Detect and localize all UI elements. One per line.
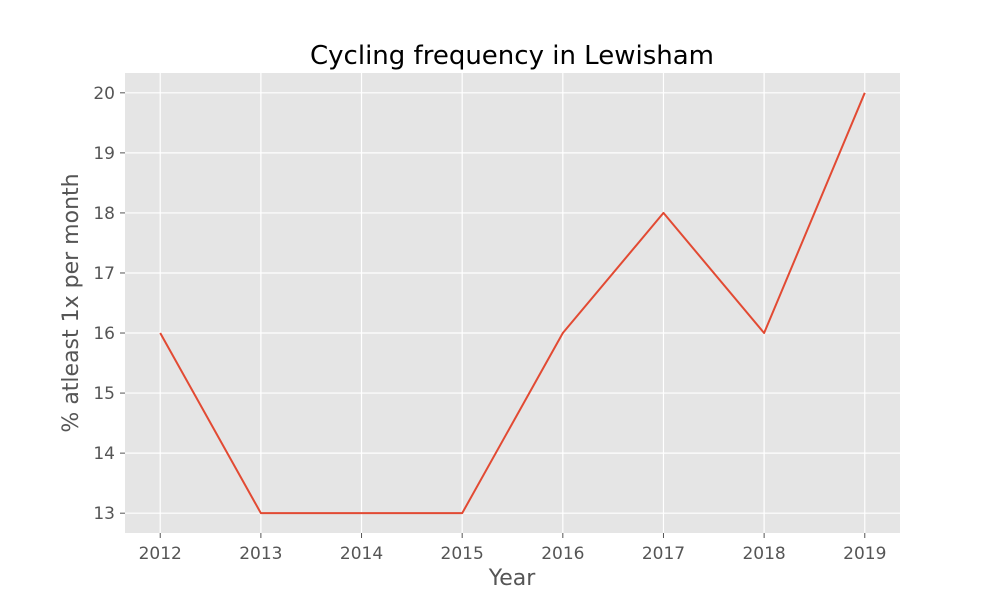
y-tick-label: 14 [93,444,115,464]
y-tick-label: 20 [93,84,115,104]
x-tick-label: 2018 [742,544,785,564]
y-axis-label: % atleast 1x per month [59,173,84,432]
y-tick-label: 15 [93,384,115,404]
x-tick-label: 2019 [843,544,886,564]
x-tick-label: 2016 [541,544,584,564]
grid [125,73,900,533]
plot-area [125,73,900,533]
y-tick-label: 17 [93,264,115,284]
series-line [159,92,866,515]
chart-title: Cycling frequency in Lewisham [310,41,714,71]
y-tick-label: 18 [93,204,115,224]
x-tick-label: 2015 [441,544,484,564]
y-tick-label: 13 [93,504,115,524]
x-axis-label: Year [488,566,537,591]
x-tick-label: 2014 [340,544,383,564]
x-tick-label: 2017 [642,544,685,564]
x-tick-label: 2013 [239,544,282,564]
y-tick-label: 19 [93,144,115,164]
ticks: 2012 2013 2014 2015 2016 2017 2018 201913141516… [93,84,886,564]
y-tick-label: 16 [93,324,115,344]
x-tick-label: 2012 [139,544,182,564]
series-group [159,92,866,515]
